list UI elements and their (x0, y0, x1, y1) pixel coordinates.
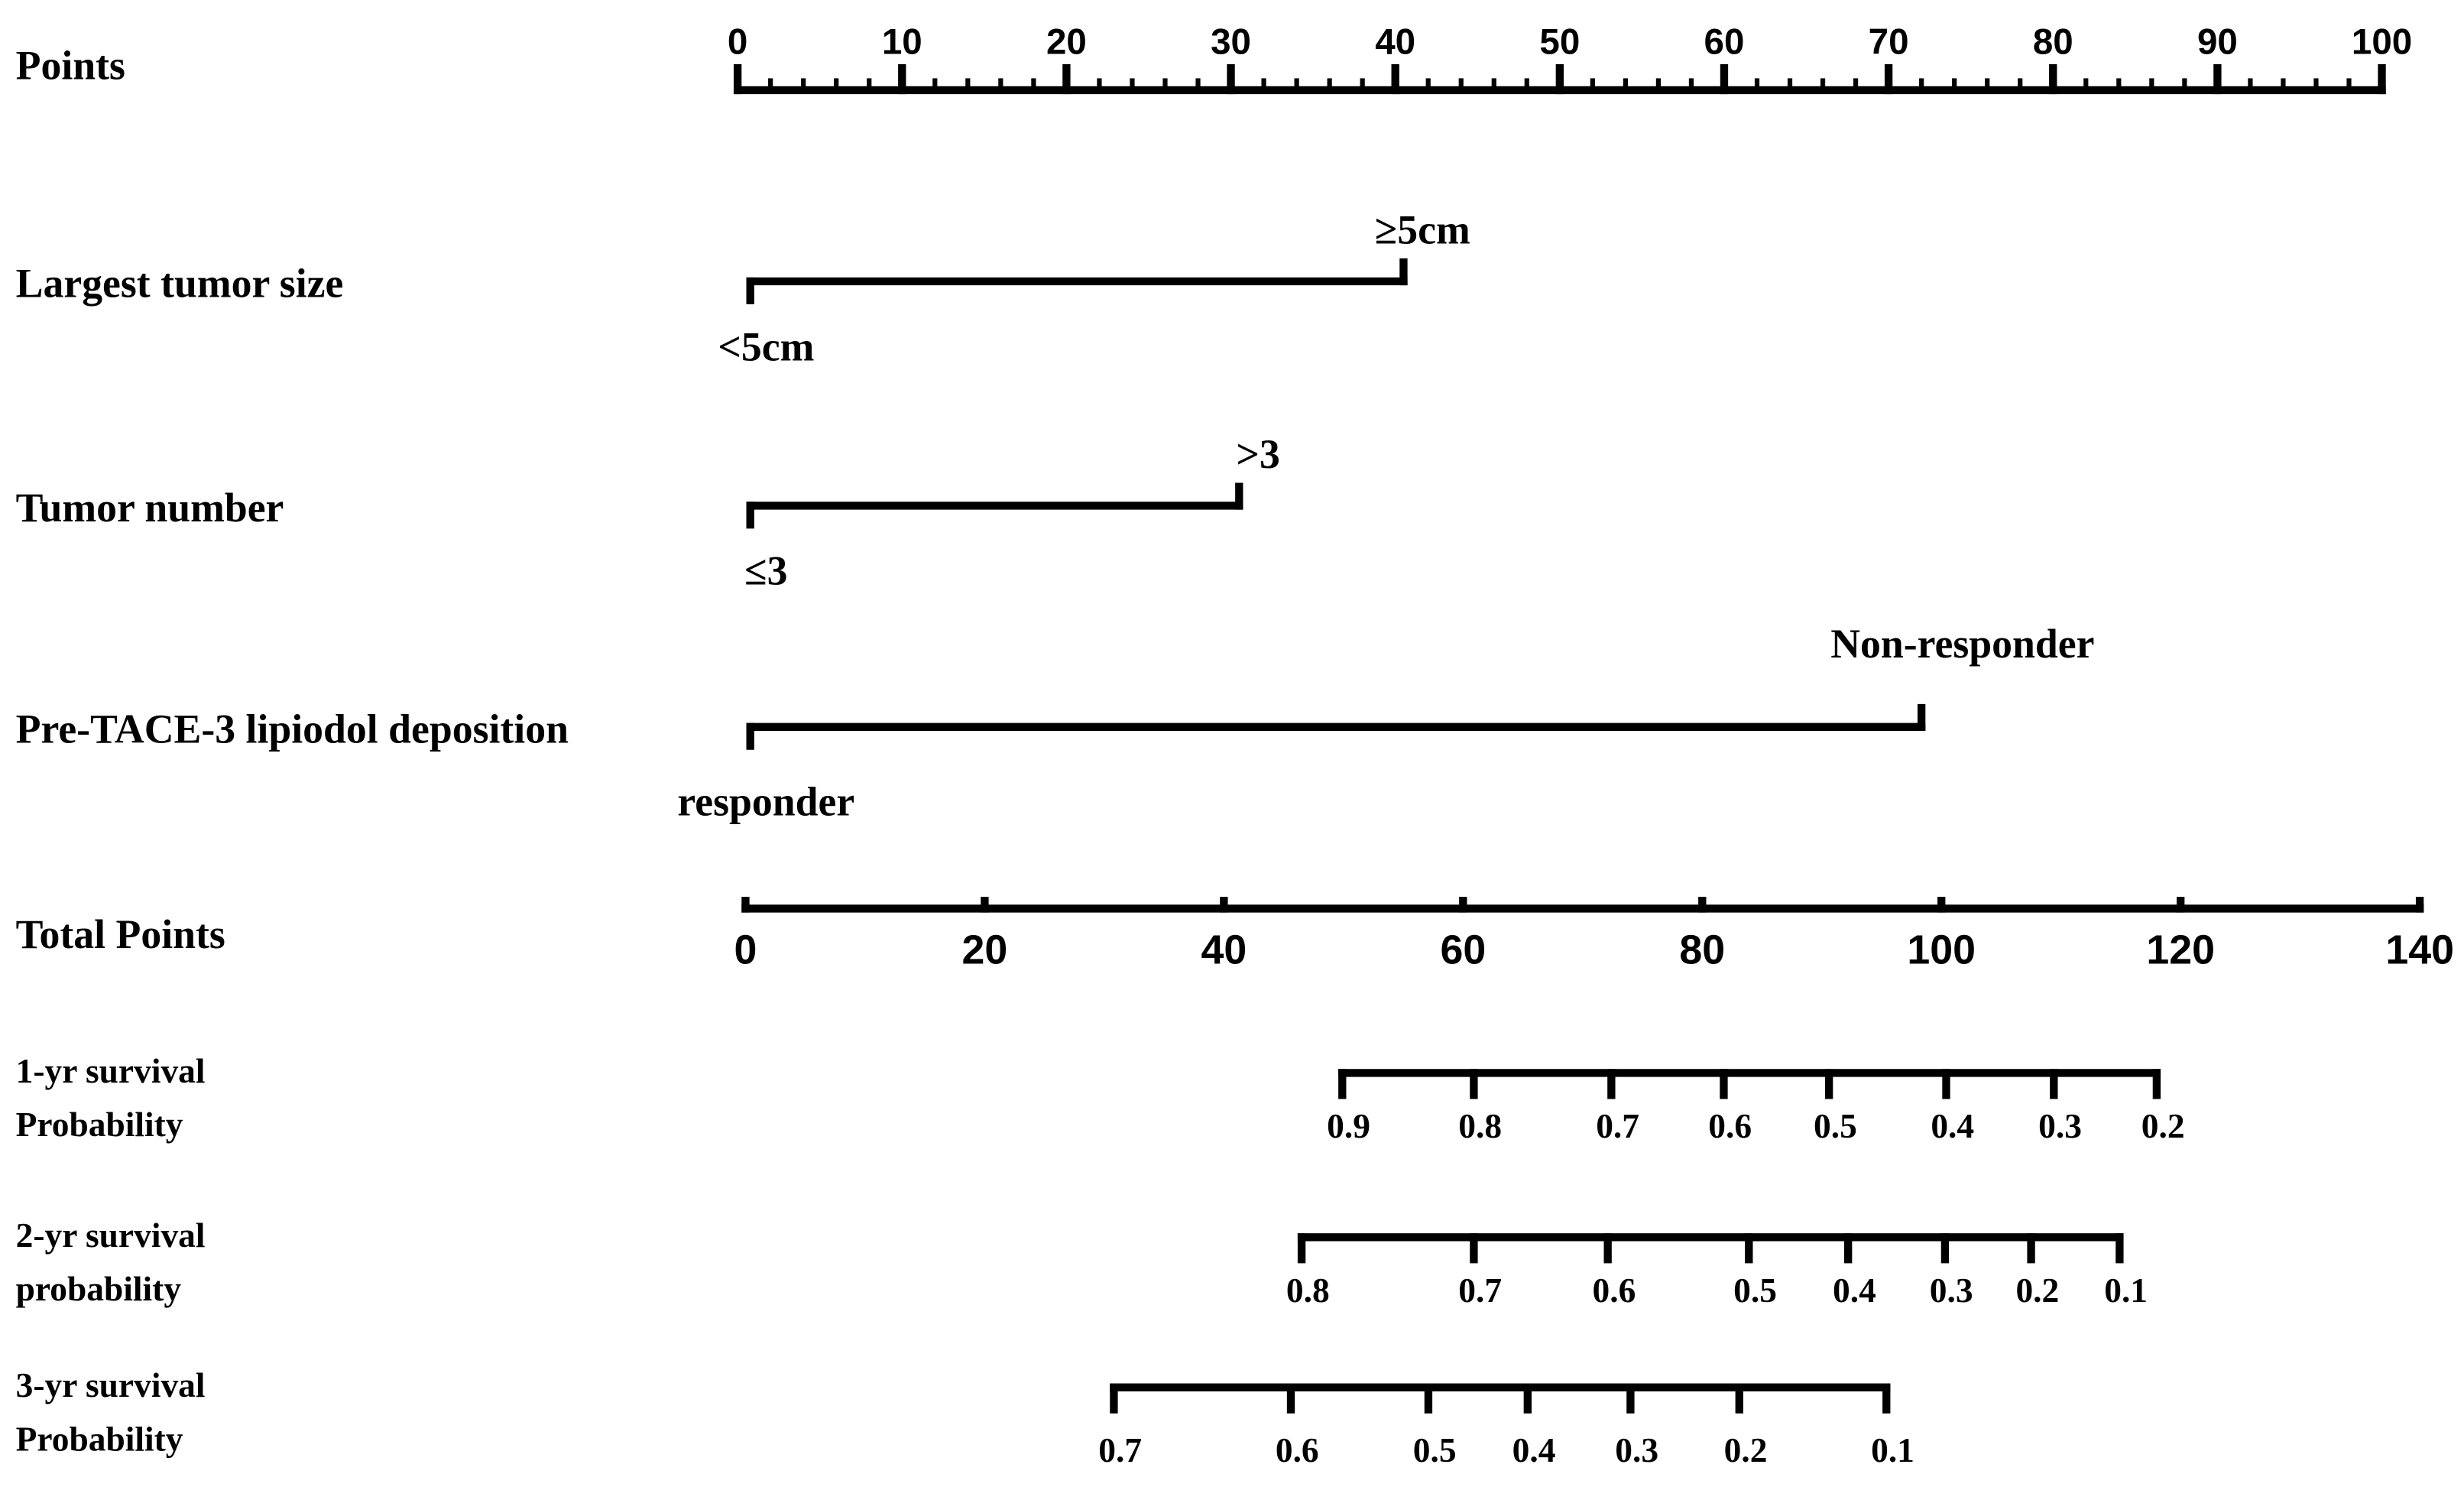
tick-label: 0.4 (1931, 1106, 1974, 1145)
level-label: <5cm (718, 323, 814, 369)
tick-label: 70 (1869, 22, 1909, 63)
tick-label: 60 (1704, 22, 1745, 63)
tick-label: 0.6 (1593, 1271, 1636, 1310)
variable-label: Largest tumor size (16, 261, 344, 307)
tick-label: 0.1 (2104, 1271, 2148, 1310)
level-label: responder (677, 778, 854, 824)
tick-label: 50 (1539, 22, 1580, 63)
tick-label: 0.5 (1413, 1430, 1457, 1469)
axis-title: 3-yr survival (16, 1365, 206, 1404)
tick-label: 0.4 (1512, 1430, 1556, 1469)
tick-label: 0.6 (1276, 1430, 1319, 1469)
tick-label: 100 (1907, 927, 1976, 973)
tick-label: 0.6 (1708, 1106, 1752, 1145)
tick-label: 80 (2033, 22, 2073, 63)
tick-label: 0 (728, 22, 747, 63)
tick-label: 140 (2385, 927, 2454, 973)
tick-label: 0.5 (1814, 1106, 1857, 1145)
axis-title: 1-yr survival (16, 1051, 206, 1090)
tick-label: 0.7 (1098, 1430, 1142, 1469)
axis-title: Probability (16, 1419, 183, 1458)
level-label: ≥5cm (1375, 206, 1470, 252)
axis-title: 2-yr survival (16, 1216, 206, 1255)
tick-label: 80 (1679, 927, 1725, 973)
axis-title: Probability (16, 1105, 183, 1144)
axis-title: Points (16, 42, 125, 88)
tick-label: 0.3 (2038, 1106, 2082, 1145)
tick-label: 0.3 (1615, 1430, 1658, 1469)
tick-label: 0 (734, 927, 757, 973)
tick-label: 20 (1046, 22, 1087, 63)
tick-label: 0.7 (1458, 1271, 1502, 1310)
variable-label: Tumor number (16, 485, 284, 531)
tick-label: 0.4 (1833, 1271, 1876, 1310)
level-label: ≤3 (744, 548, 787, 594)
axis-title: probability (16, 1269, 182, 1308)
variable-label: Pre-TACE-3 lipiodol deposition (16, 706, 569, 752)
tick-label: 30 (1211, 22, 1251, 63)
axis-title: Total Points (16, 911, 225, 957)
tick-label: 10 (882, 22, 922, 63)
level-label: Non-responder (1830, 621, 2094, 667)
tick-label: 0.2 (1724, 1430, 1768, 1469)
tick-label: 90 (2197, 22, 2238, 63)
tick-label: 0.2 (2141, 1106, 2185, 1145)
tick-label: 0.5 (1733, 1271, 1777, 1310)
tick-label: 20 (962, 927, 1008, 973)
tick-label: 40 (1201, 927, 1247, 973)
tick-label: 0.9 (1327, 1106, 1370, 1145)
tick-label: 0.8 (1458, 1106, 1502, 1145)
tick-label: 0.8 (1286, 1271, 1330, 1310)
tick-label: 100 (2352, 22, 2412, 63)
tick-label: 40 (1375, 22, 1415, 63)
tick-label: 0.2 (2015, 1271, 2059, 1310)
tick-label: 60 (1440, 927, 1486, 973)
tick-label: 0.1 (1871, 1430, 1914, 1469)
tick-label: 0.7 (1596, 1106, 1639, 1145)
tick-label: 120 (2146, 927, 2215, 973)
level-label: >3 (1236, 431, 1279, 477)
tick-label: 0.3 (1930, 1271, 1973, 1310)
